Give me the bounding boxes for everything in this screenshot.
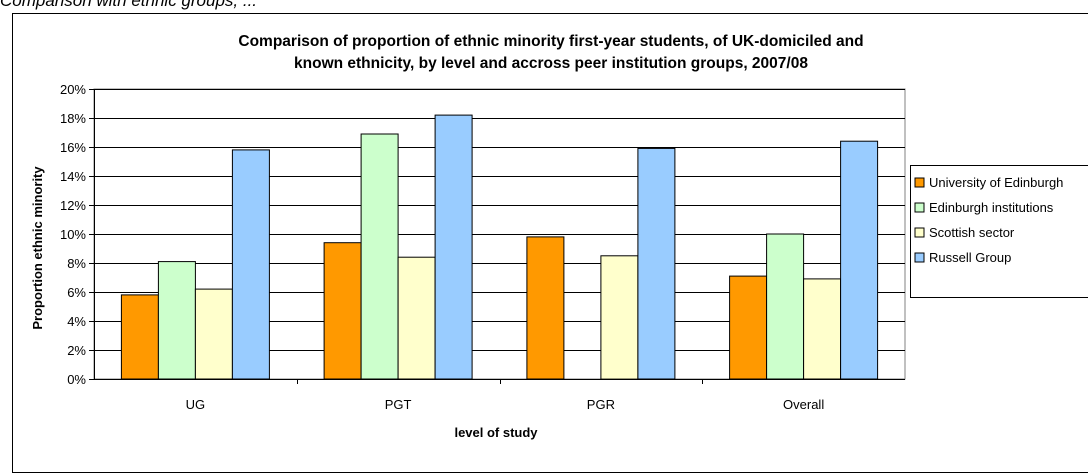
y-axis-title: Proportion ethnic minority bbox=[30, 166, 45, 330]
legend: University of Edinburgh Edinburgh institu… bbox=[911, 166, 1088, 298]
y-tick-label: 18% bbox=[60, 111, 86, 126]
chart-title-line-1: Comparison of proportion of ethnic minor… bbox=[238, 33, 863, 50]
bar bbox=[841, 141, 878, 379]
y-tick-label: 20% bbox=[60, 82, 86, 97]
bar bbox=[527, 237, 564, 379]
bar bbox=[398, 257, 435, 379]
bar bbox=[435, 115, 472, 379]
x-tick-label: PGT bbox=[385, 397, 412, 412]
y-tick-label: 6% bbox=[67, 285, 86, 300]
bar bbox=[361, 134, 398, 379]
bar bbox=[324, 243, 361, 379]
y-tick-label: 16% bbox=[60, 140, 86, 155]
legend-label: Scottish sector bbox=[929, 225, 1015, 240]
y-tick-label: 4% bbox=[67, 314, 86, 329]
legend-swatch bbox=[915, 203, 924, 212]
bar bbox=[232, 150, 269, 379]
legend-swatch bbox=[915, 228, 924, 237]
y-tick-label: 14% bbox=[60, 169, 86, 184]
y-tick-label: 12% bbox=[60, 198, 86, 213]
bar bbox=[767, 234, 804, 379]
y-tick-label: 10% bbox=[60, 227, 86, 242]
chart-title-line-2: known ethnicity, by level and accross pe… bbox=[294, 55, 808, 72]
bar bbox=[601, 256, 638, 379]
bar bbox=[195, 289, 232, 379]
bar bbox=[804, 279, 841, 379]
y-tick-label: 8% bbox=[67, 256, 86, 271]
legend-label: Russell Group bbox=[929, 250, 1011, 265]
bar bbox=[638, 148, 675, 379]
y-tick-label: 0% bbox=[67, 372, 86, 387]
bar bbox=[730, 276, 767, 379]
legend-label: Edinburgh institutions bbox=[929, 200, 1054, 215]
legend-swatch bbox=[915, 253, 924, 262]
bar bbox=[158, 262, 195, 379]
chart-svg: Comparison of proportion of ethnic minor… bbox=[0, 0, 1088, 452]
legend-swatch bbox=[915, 178, 924, 187]
y-tick-label: 2% bbox=[67, 343, 86, 358]
x-axis-title: level of study bbox=[454, 425, 538, 440]
bar bbox=[121, 295, 158, 379]
legend-label: University of Edinburgh bbox=[929, 175, 1063, 190]
x-tick-label: UG bbox=[186, 397, 206, 412]
x-tick-label: Overall bbox=[783, 397, 824, 412]
x-tick-label: PGR bbox=[587, 397, 615, 412]
